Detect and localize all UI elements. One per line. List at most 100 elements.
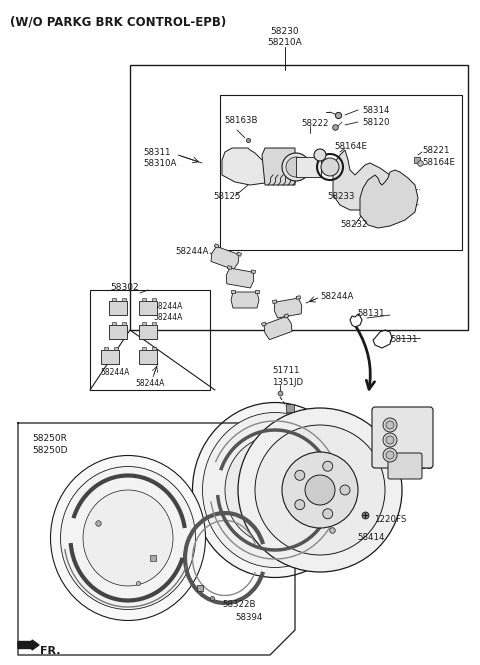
Polygon shape (226, 268, 254, 288)
Polygon shape (284, 314, 289, 318)
Text: 1351JD: 1351JD (272, 378, 303, 387)
Bar (139, 325, 157, 339)
Text: 58244A: 58244A (153, 302, 182, 311)
Text: 58244A: 58244A (175, 247, 208, 256)
Text: 58232: 58232 (340, 220, 368, 229)
Circle shape (314, 149, 326, 161)
Bar (152, 298, 156, 301)
Circle shape (383, 418, 397, 432)
Bar (109, 325, 127, 339)
FancyBboxPatch shape (372, 407, 433, 468)
Bar (152, 347, 156, 350)
Text: 58120: 58120 (362, 118, 389, 127)
Text: 58233: 58233 (327, 192, 355, 201)
Circle shape (386, 436, 394, 444)
Circle shape (323, 462, 333, 471)
Text: 58222: 58222 (301, 119, 328, 128)
Polygon shape (273, 300, 277, 303)
Text: 58302: 58302 (110, 283, 139, 292)
Bar (130, 65, 468, 330)
Bar (90, 290, 210, 390)
Circle shape (295, 499, 305, 509)
Circle shape (238, 408, 402, 572)
Polygon shape (255, 290, 259, 293)
Text: 58250D: 58250D (32, 446, 68, 455)
Text: 58311: 58311 (143, 148, 170, 157)
Bar (142, 322, 146, 325)
Text: 58210A: 58210A (268, 38, 302, 47)
Circle shape (286, 157, 306, 177)
Text: 58163B: 58163B (224, 116, 257, 125)
Circle shape (282, 452, 358, 528)
Polygon shape (251, 270, 255, 273)
Ellipse shape (203, 412, 348, 567)
Text: 58244A: 58244A (320, 292, 353, 301)
Circle shape (340, 485, 350, 495)
Text: 58314: 58314 (362, 106, 389, 115)
Bar (139, 301, 157, 315)
Bar (109, 301, 127, 315)
Circle shape (295, 470, 305, 480)
Text: 1220FS: 1220FS (374, 515, 407, 524)
Bar (101, 350, 119, 364)
Bar (104, 347, 108, 350)
Circle shape (383, 433, 397, 447)
Text: 58250R: 58250R (32, 434, 67, 443)
Polygon shape (296, 296, 300, 299)
Text: 58131: 58131 (357, 309, 384, 318)
Text: 58131: 58131 (390, 335, 418, 344)
Text: 58244A: 58244A (100, 368, 130, 377)
Circle shape (383, 448, 397, 462)
Bar (152, 322, 156, 325)
Ellipse shape (225, 436, 325, 544)
Text: 58411D: 58411D (399, 462, 433, 471)
Text: 58310A: 58310A (143, 159, 176, 168)
Text: 58244A: 58244A (135, 379, 164, 388)
Circle shape (321, 158, 339, 176)
Polygon shape (222, 148, 270, 185)
Bar (122, 298, 126, 301)
Text: 51711: 51711 (272, 366, 300, 375)
Bar (142, 347, 146, 350)
Polygon shape (231, 290, 235, 293)
Polygon shape (214, 244, 219, 248)
Bar (220, 95, 462, 250)
Polygon shape (228, 266, 232, 269)
Polygon shape (262, 148, 295, 185)
Polygon shape (274, 298, 302, 318)
Text: 58221: 58221 (422, 146, 449, 155)
Polygon shape (264, 317, 292, 340)
Text: 58414: 58414 (357, 533, 384, 542)
Circle shape (386, 451, 394, 459)
Bar (112, 322, 116, 325)
Circle shape (386, 421, 394, 429)
Polygon shape (333, 150, 392, 210)
Text: 58244A: 58244A (153, 313, 182, 322)
Text: 58125: 58125 (213, 192, 240, 201)
FancyBboxPatch shape (388, 453, 422, 479)
Circle shape (255, 425, 385, 555)
Bar (296, 157, 321, 177)
Bar (112, 298, 116, 301)
Ellipse shape (83, 490, 173, 586)
Text: 58230: 58230 (271, 27, 300, 36)
Text: FR.: FR. (40, 646, 60, 656)
Circle shape (282, 153, 310, 181)
Text: (W/O PARKG BRK CONTROL-EPB): (W/O PARKG BRK CONTROL-EPB) (10, 15, 226, 28)
Polygon shape (262, 322, 266, 327)
Bar (122, 322, 126, 325)
Text: 58322B: 58322B (222, 600, 255, 609)
Bar (139, 350, 157, 364)
Polygon shape (211, 246, 239, 269)
Circle shape (305, 475, 335, 505)
Ellipse shape (192, 402, 358, 577)
Ellipse shape (60, 467, 195, 610)
Circle shape (323, 509, 333, 519)
FancyArrow shape (18, 640, 39, 650)
Text: 58394: 58394 (235, 613, 263, 622)
Polygon shape (237, 252, 241, 256)
Text: 58164E: 58164E (422, 158, 455, 167)
Polygon shape (360, 170, 418, 228)
Text: 58164E: 58164E (334, 142, 367, 151)
Bar (142, 298, 146, 301)
